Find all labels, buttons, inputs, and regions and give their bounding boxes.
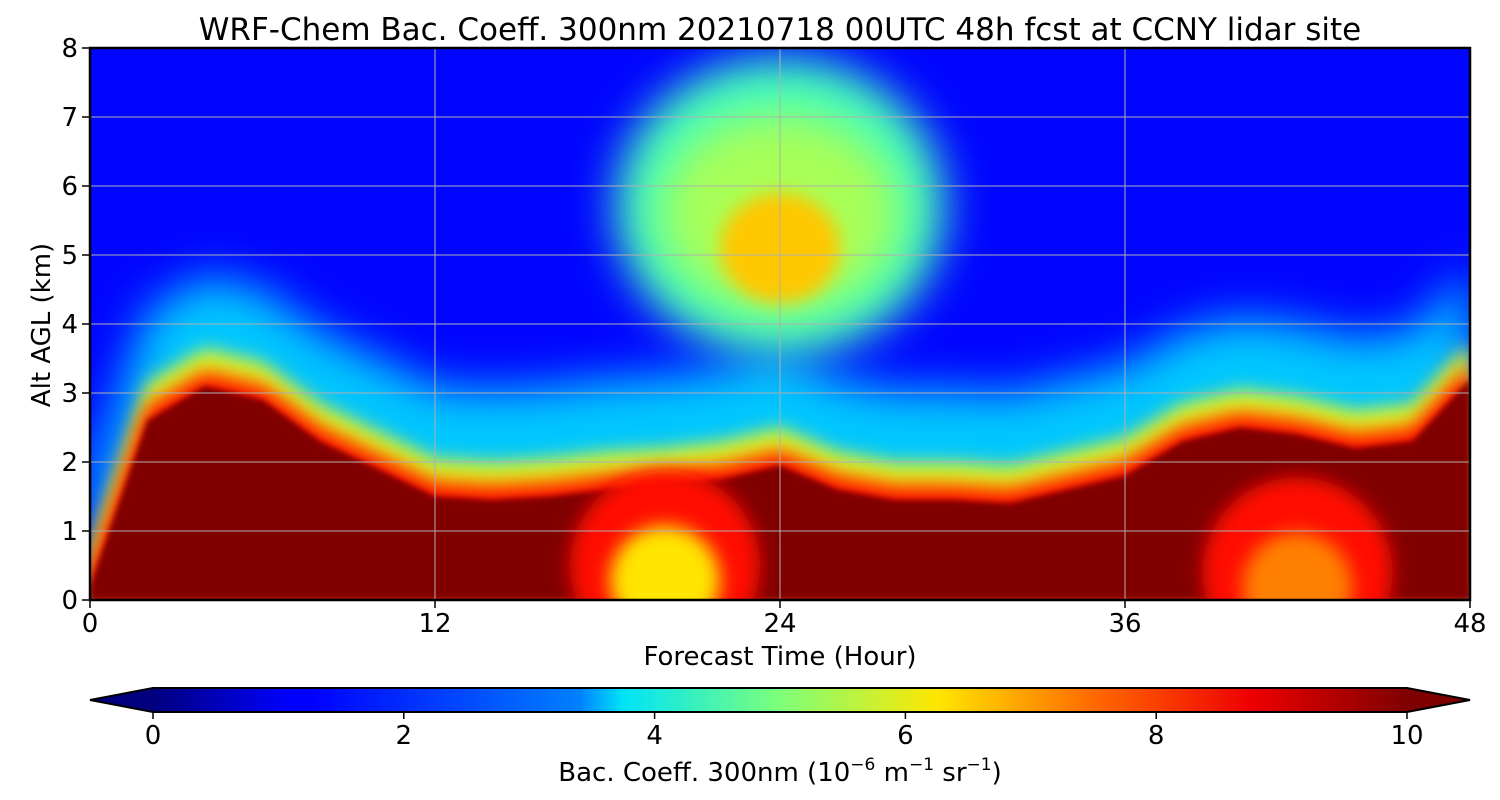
colorbar-label: Bac. Coeff. 300nm (10−6 m−1 sr−1)	[558, 755, 1001, 788]
y-tick-label: 2	[61, 448, 78, 478]
surface-patch-core-1	[1242, 532, 1353, 600]
x-axis-ticks: 0 12 24 36 48	[82, 600, 1487, 639]
y-tick-label: 8	[61, 34, 78, 64]
y-tick-label: 7	[61, 103, 78, 133]
colorbar-tick-label: 8	[1148, 721, 1165, 751]
y-axis-label: Alt AGL (km)	[27, 243, 57, 407]
y-tick-label: 5	[61, 241, 78, 271]
colorbar-tick-label: 2	[396, 721, 413, 751]
colorbar-extend-high	[1407, 688, 1470, 712]
surface-patch-core-0	[610, 525, 720, 600]
colorbar-tick-label: 6	[897, 721, 914, 751]
x-axis-label: Forecast Time (Hour)	[643, 642, 916, 672]
x-tick-label: 48	[1453, 609, 1486, 639]
colorbar-ticks: 0 2 4 6 8 10	[145, 712, 1424, 751]
colorbar-tick-label: 4	[646, 721, 663, 751]
x-tick-label: 36	[1108, 609, 1141, 639]
colorbar-extend-low	[90, 688, 153, 712]
y-axis-ticks: 0 1 2 3 4 5 6 7 8	[61, 34, 90, 616]
y-tick-label: 0	[61, 586, 78, 616]
chart-title: WRF-Chem Bac. Coeff. 300nm 20210718 00UT…	[199, 12, 1362, 48]
x-tick-label: 24	[763, 609, 796, 639]
colorbar: 0 2 4 6 8 10 Bac. Coeff. 300nm (10−6 m−1 sr−1…	[89, 687, 1471, 788]
y-tick-label: 1	[61, 517, 78, 547]
x-tick-label: 12	[418, 609, 451, 639]
colorbar-tick-label: 0	[145, 721, 162, 751]
y-tick-label: 6	[61, 172, 78, 202]
y-tick-label: 3	[61, 379, 78, 409]
y-tick-label: 4	[61, 310, 78, 340]
colorbar-gradient	[153, 688, 1407, 712]
x-tick-label: 0	[82, 609, 99, 639]
colorbar-tick-label: 10	[1390, 721, 1423, 751]
